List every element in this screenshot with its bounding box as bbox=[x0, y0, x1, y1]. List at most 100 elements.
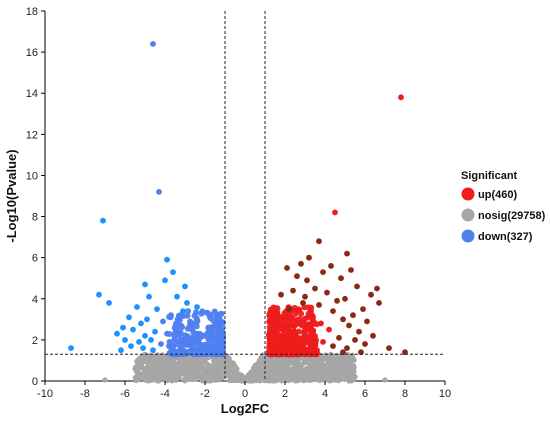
nosig-point bbox=[183, 358, 189, 364]
x-tick-label: -4 bbox=[160, 388, 170, 400]
nosig-point bbox=[102, 377, 108, 383]
cloud-point bbox=[213, 344, 220, 351]
data-point bbox=[114, 330, 120, 337]
data-point bbox=[342, 295, 348, 302]
data-point bbox=[316, 302, 322, 308]
x-axis-ticks: -10 -8 -6 -4 -2 0 2 4 6 8 10 bbox=[37, 381, 451, 400]
nosig-point bbox=[266, 365, 272, 371]
cloud-point bbox=[266, 336, 273, 343]
nosig-point bbox=[303, 358, 309, 364]
y-axis-title: -Log10(Pvalue) bbox=[4, 149, 19, 242]
legend-swatch bbox=[461, 187, 475, 201]
cloud-point bbox=[271, 304, 278, 311]
cloud-point bbox=[214, 311, 221, 318]
data-point bbox=[304, 277, 310, 284]
data-point bbox=[150, 347, 156, 354]
nosig-point bbox=[335, 361, 342, 367]
cloud-point bbox=[206, 343, 213, 350]
data-point bbox=[310, 328, 316, 335]
nosig-point bbox=[382, 377, 388, 383]
plot-frame bbox=[44, 11, 445, 382]
nosig-point bbox=[169, 357, 175, 364]
cloud-point bbox=[187, 348, 194, 355]
data-point bbox=[330, 343, 336, 349]
nosig-point bbox=[156, 369, 162, 375]
cloud-point bbox=[219, 319, 226, 326]
significant-clouds bbox=[166, 304, 320, 358]
legend-title: Significant bbox=[461, 170, 518, 182]
nosig-point bbox=[237, 374, 243, 380]
nosig-point bbox=[300, 375, 306, 381]
data-point bbox=[314, 347, 320, 354]
nosig-point bbox=[163, 353, 169, 360]
data-point bbox=[340, 316, 346, 323]
data-point bbox=[316, 238, 322, 245]
data-point bbox=[134, 304, 140, 310]
data-point bbox=[346, 322, 352, 329]
data-point bbox=[144, 316, 150, 323]
data-point bbox=[142, 281, 148, 288]
data-point bbox=[278, 291, 284, 298]
nosig-point bbox=[171, 376, 177, 382]
data-point bbox=[158, 341, 164, 347]
nosig-point bbox=[133, 376, 139, 382]
data-point bbox=[292, 330, 298, 337]
cloud-point bbox=[188, 335, 195, 341]
x-axis-title: Log2FC bbox=[221, 401, 270, 416]
data-point bbox=[294, 318, 300, 325]
x-tick-label: -8 bbox=[80, 388, 90, 400]
data-point bbox=[284, 265, 290, 271]
cloud-point bbox=[176, 351, 183, 358]
cloud-point bbox=[184, 340, 191, 347]
data-point bbox=[334, 297, 340, 304]
cloud-point bbox=[176, 316, 183, 323]
nosig-point bbox=[142, 377, 148, 383]
cloud-point bbox=[292, 310, 299, 317]
legend-label: up(460) bbox=[478, 189, 517, 201]
y-tick-label: 12 bbox=[26, 129, 38, 141]
data-point bbox=[402, 349, 408, 356]
data-point bbox=[122, 337, 128, 343]
data-point bbox=[138, 320, 144, 327]
cloud-point bbox=[209, 324, 215, 331]
nosig-point bbox=[277, 357, 283, 363]
cloud-point bbox=[268, 313, 275, 320]
nosig-point bbox=[168, 368, 174, 374]
nosig-point bbox=[334, 368, 340, 375]
nosig-point bbox=[182, 376, 188, 382]
nosig-point bbox=[212, 377, 218, 383]
data-point bbox=[340, 349, 346, 356]
data-point bbox=[338, 275, 344, 282]
cloud-point bbox=[268, 320, 275, 326]
data-point bbox=[348, 267, 354, 273]
nosig-point bbox=[327, 359, 333, 366]
cloud-point bbox=[301, 328, 308, 335]
nosig-point bbox=[313, 357, 320, 364]
nosig-point bbox=[137, 361, 144, 367]
data-point bbox=[386, 345, 392, 351]
y-tick-label: 8 bbox=[32, 212, 38, 224]
data-point bbox=[282, 324, 288, 331]
nosig-point bbox=[189, 373, 196, 379]
nosig-point bbox=[231, 370, 237, 376]
nosig-point bbox=[156, 375, 162, 381]
nosig-point bbox=[351, 369, 357, 375]
nosig-point bbox=[291, 361, 297, 367]
nosig-point bbox=[321, 374, 327, 380]
significant-points bbox=[68, 41, 408, 356]
data-point bbox=[356, 328, 362, 335]
nosig-point bbox=[254, 362, 260, 368]
nosig-point bbox=[196, 371, 202, 377]
nosig-point bbox=[173, 363, 179, 369]
nosig-point bbox=[289, 377, 296, 383]
nosig-point bbox=[310, 361, 316, 367]
nosig-point bbox=[228, 375, 234, 382]
cloud-point bbox=[293, 348, 299, 355]
data-point bbox=[300, 300, 306, 306]
cloud-point bbox=[266, 347, 273, 354]
cloud-point bbox=[312, 339, 319, 346]
data-point bbox=[352, 337, 358, 343]
data-point bbox=[324, 289, 330, 296]
cloud-point bbox=[302, 321, 309, 328]
